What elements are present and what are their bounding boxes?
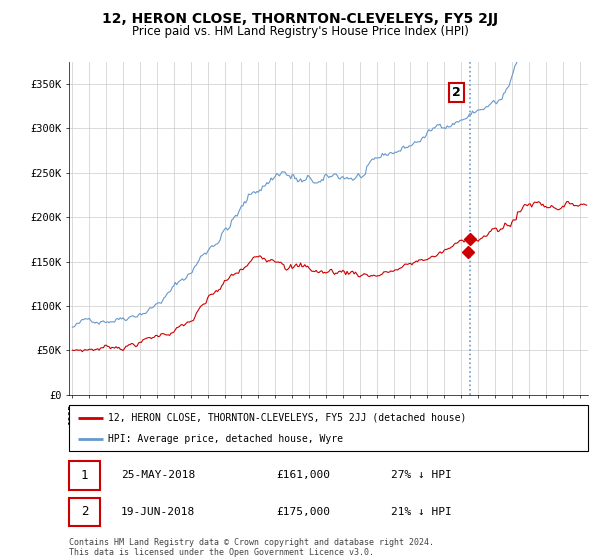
Text: £175,000: £175,000 [277, 507, 331, 517]
FancyBboxPatch shape [69, 405, 588, 451]
Text: £161,000: £161,000 [277, 470, 331, 480]
Text: Contains HM Land Registry data © Crown copyright and database right 2024.
This d: Contains HM Land Registry data © Crown c… [69, 538, 434, 557]
Text: Price paid vs. HM Land Registry's House Price Index (HPI): Price paid vs. HM Land Registry's House … [131, 25, 469, 38]
Text: 21% ↓ HPI: 21% ↓ HPI [391, 507, 452, 517]
Text: 19-JUN-2018: 19-JUN-2018 [121, 507, 195, 517]
FancyBboxPatch shape [69, 461, 100, 489]
Text: 27% ↓ HPI: 27% ↓ HPI [391, 470, 452, 480]
Text: 2: 2 [81, 506, 88, 519]
Text: 2: 2 [452, 86, 461, 99]
FancyBboxPatch shape [69, 498, 100, 526]
Text: 1: 1 [81, 469, 88, 482]
Text: HPI: Average price, detached house, Wyre: HPI: Average price, detached house, Wyre [108, 435, 343, 444]
Text: 25-MAY-2018: 25-MAY-2018 [121, 470, 195, 480]
Text: 12, HERON CLOSE, THORNTON-CLEVELEYS, FY5 2JJ: 12, HERON CLOSE, THORNTON-CLEVELEYS, FY5… [102, 12, 498, 26]
Text: 12, HERON CLOSE, THORNTON-CLEVELEYS, FY5 2JJ (detached house): 12, HERON CLOSE, THORNTON-CLEVELEYS, FY5… [108, 413, 466, 423]
